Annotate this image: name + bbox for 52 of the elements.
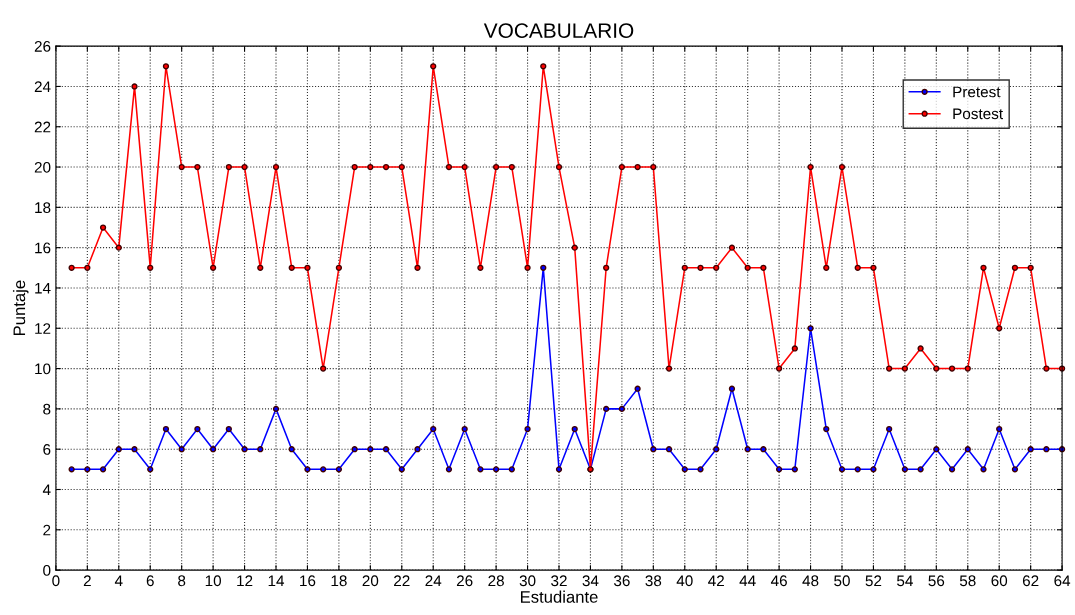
x-tick-label: 2 (83, 575, 91, 587)
legend-label: Pretest (953, 86, 1001, 98)
x-tick-label: 52 (865, 575, 882, 587)
x-tick-label: 34 (582, 575, 599, 587)
x-tick-label: 30 (519, 575, 536, 587)
y-tick-label: 10 (35, 363, 51, 375)
x-tick-label: 60 (991, 575, 1008, 587)
x-tick-label: 44 (739, 575, 756, 587)
x-tick-label: 12 (237, 575, 253, 587)
x-tick-label: 38 (645, 575, 662, 587)
x-tick-label: 56 (928, 575, 945, 587)
y-tick-label: 12 (35, 323, 51, 334)
y-axis-title: Puntaje (12, 280, 29, 336)
y-tick-label: 26 (34, 40, 51, 52)
x-tick-label: 58 (959, 575, 976, 587)
y-tick-label: 8 (43, 403, 51, 415)
x-tick-label: 24 (425, 575, 442, 587)
chart-title: VOCABULARIO (483, 23, 634, 38)
x-tick-label: 4 (114, 575, 123, 587)
x-tick-label: 8 (178, 575, 186, 587)
x-tick-label: 40 (676, 575, 693, 587)
x-tick-label: 16 (300, 575, 316, 587)
y-tick-label: 14 (35, 282, 51, 294)
x-tick-label: 10 (205, 575, 222, 587)
legend-label: Postest (953, 108, 1003, 120)
y-tick-label: 0 (43, 564, 51, 576)
x-tick-label: 48 (802, 575, 819, 587)
x-tick-label: 50 (834, 575, 850, 587)
y-tick-label: 20 (34, 161, 51, 173)
x-tick-label: 46 (770, 575, 787, 587)
x-tick-label: 18 (331, 575, 347, 587)
x-tick-label: 0 (52, 575, 60, 587)
y-tick-label: 24 (34, 81, 51, 92)
x-tick-label: 6 (146, 575, 154, 587)
x-tick-label: 22 (394, 575, 410, 587)
y-tick-label: 4 (42, 484, 51, 496)
y-tick-label: 16 (35, 242, 51, 254)
x-axis-title: Estudiante (520, 590, 598, 603)
y-tick-label: 22 (34, 121, 51, 133)
x-tick-label: 64 (1054, 575, 1071, 587)
x-tick-label: 32 (551, 575, 567, 587)
y-tick-label: 2 (43, 524, 51, 536)
x-tick-label: 28 (488, 575, 504, 587)
y-tick-label: 18 (35, 202, 51, 214)
x-tick-label: 14 (268, 575, 285, 587)
x-tick-label: 54 (897, 575, 913, 587)
x-tick-label: 42 (708, 575, 724, 587)
y-tick-label: 6 (43, 444, 51, 455)
x-tick-label: 62 (1022, 575, 1039, 587)
x-tick-label: 36 (613, 575, 630, 587)
x-tick-label: 26 (456, 575, 473, 587)
x-tick-label: 20 (362, 575, 379, 587)
